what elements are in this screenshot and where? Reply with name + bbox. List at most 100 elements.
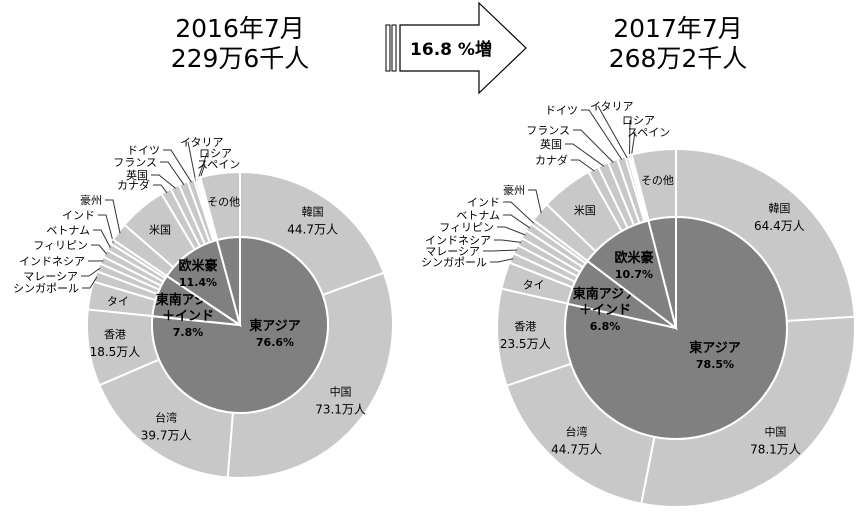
outer-label: フランス [526, 124, 570, 137]
inner-label: 東アジア [249, 318, 300, 334]
leader-line [151, 174, 176, 189]
leader-line [497, 226, 526, 236]
outer-label: 香港 [104, 328, 126, 341]
leader-line [81, 267, 101, 277]
inner-label: 東アジア [689, 340, 740, 356]
chart-2017-total: 268万2千人 [608, 44, 748, 73]
outer-value-label: 39.7万人 [141, 429, 192, 443]
leader-line [483, 249, 518, 252]
outer-value-label: 73.1万人 [315, 403, 366, 417]
outer-label: インドネシア [19, 255, 85, 268]
outer-label: 中国 [764, 426, 786, 439]
outer-label: インド [467, 196, 500, 209]
outer-label: 中国 [330, 386, 352, 399]
outer-label: スペイン [197, 158, 240, 171]
outer-label: 英国 [540, 137, 562, 151]
inner-pct-label: 10.7% [615, 268, 653, 281]
outer-label: ベトナム [46, 224, 90, 237]
chart-2016-total: 229万6千人 [170, 44, 310, 73]
inner-pct-label: 11.4% [179, 276, 217, 289]
leader-line [82, 276, 98, 289]
leader-line [630, 131, 636, 157]
chart-2016-title: 2016年7月 229万6千人 [140, 14, 340, 74]
inner-pct-label: 76.6% [256, 336, 294, 349]
inner-pct-label: 6.8% [590, 320, 621, 333]
outer-label: スペイン [627, 126, 670, 139]
outer-label: 台湾 [566, 425, 588, 439]
outer-value-label: 23.5万人 [500, 337, 551, 351]
outer-label: イタリア [590, 100, 634, 113]
outer-value-label: 18.5万人 [90, 345, 141, 359]
outer-label: ロシア [199, 147, 232, 160]
outer-label: 米国 [574, 204, 596, 217]
outer-label: 香港 [514, 320, 536, 333]
outer-label: カナダ [117, 178, 150, 192]
inner-label: 東南アジア [573, 286, 637, 302]
inner-label: 欧米豪 [614, 250, 653, 266]
outer-label: シンガポール [13, 282, 79, 295]
leader-line [160, 161, 185, 186]
leader-line [91, 244, 108, 255]
leader-line [573, 129, 614, 163]
inner-slice-other [647, 215, 677, 329]
outer-label: その他 [207, 196, 240, 209]
leader-line [197, 152, 208, 181]
inner-slice-other [215, 235, 241, 326]
leader-line [93, 229, 111, 248]
leader-line [503, 214, 531, 229]
outer-label: 豪州 [80, 193, 102, 207]
leader-line [503, 201, 534, 224]
leader-line [153, 184, 168, 194]
inner-label: ＋インド [162, 309, 214, 324]
outer-label: マレーシア [425, 245, 480, 258]
outer-value-label: 44.7万人 [551, 443, 602, 457]
outer-label: インドネシア [425, 234, 491, 247]
inner-label: ＋インド [579, 303, 631, 318]
inner-label: 欧米豪 [178, 258, 217, 274]
leader-line [490, 258, 514, 263]
leader-line [187, 141, 197, 181]
outer-label: ベトナム [456, 209, 500, 222]
leader-line [163, 149, 192, 183]
outer-label: フィリピン [33, 239, 88, 252]
outer-label: 英国 [126, 168, 148, 182]
inner-pct-label: 78.5% [696, 358, 734, 371]
outer-value-label: 44.7万人 [287, 222, 338, 236]
outer-label: 韓国 [302, 205, 324, 218]
outer-label: ドイツ [545, 104, 578, 117]
outer-label: インド [62, 209, 95, 222]
leader-line [581, 109, 623, 160]
outer-label: シンガポール [421, 256, 487, 269]
outer-label: フィリピン [439, 221, 494, 234]
leader-line [528, 189, 542, 214]
leader-line [105, 199, 121, 234]
inner-slice-欧米豪 [165, 238, 242, 328]
outer-label: ドイツ [127, 144, 160, 157]
outer-value-label: 78.1万人 [750, 443, 801, 457]
outer-label: フランス [113, 156, 157, 169]
outer-label: 韓国 [768, 202, 790, 215]
outer-label: 米国 [149, 224, 171, 237]
inner-pct-label: 7.8% [173, 326, 204, 339]
leader-line [565, 143, 605, 167]
leader-line [494, 239, 522, 243]
outer-label: イタリア [180, 136, 224, 149]
leader-line [597, 105, 628, 159]
leader-line [98, 214, 114, 243]
chart-2017-title: 2017年7月 268万2千人 [578, 14, 778, 74]
inner-slice-欧米豪 [586, 219, 678, 331]
growth-label: 16.8 %増 [410, 39, 492, 60]
outer-label: 豪州 [503, 183, 525, 197]
outer-label: ロシア [622, 114, 655, 127]
outer-label: 台湾 [155, 411, 177, 425]
growth-arrow: 16.8 %増 [385, 1, 527, 95]
chart-2016-month: 2016年7月 [175, 14, 305, 43]
outer-label: マレーシア [23, 270, 78, 283]
outer-label: その他 [641, 174, 674, 187]
outer-label: タイ [107, 295, 129, 308]
chart-2017-month: 2017年7月 [613, 14, 743, 43]
